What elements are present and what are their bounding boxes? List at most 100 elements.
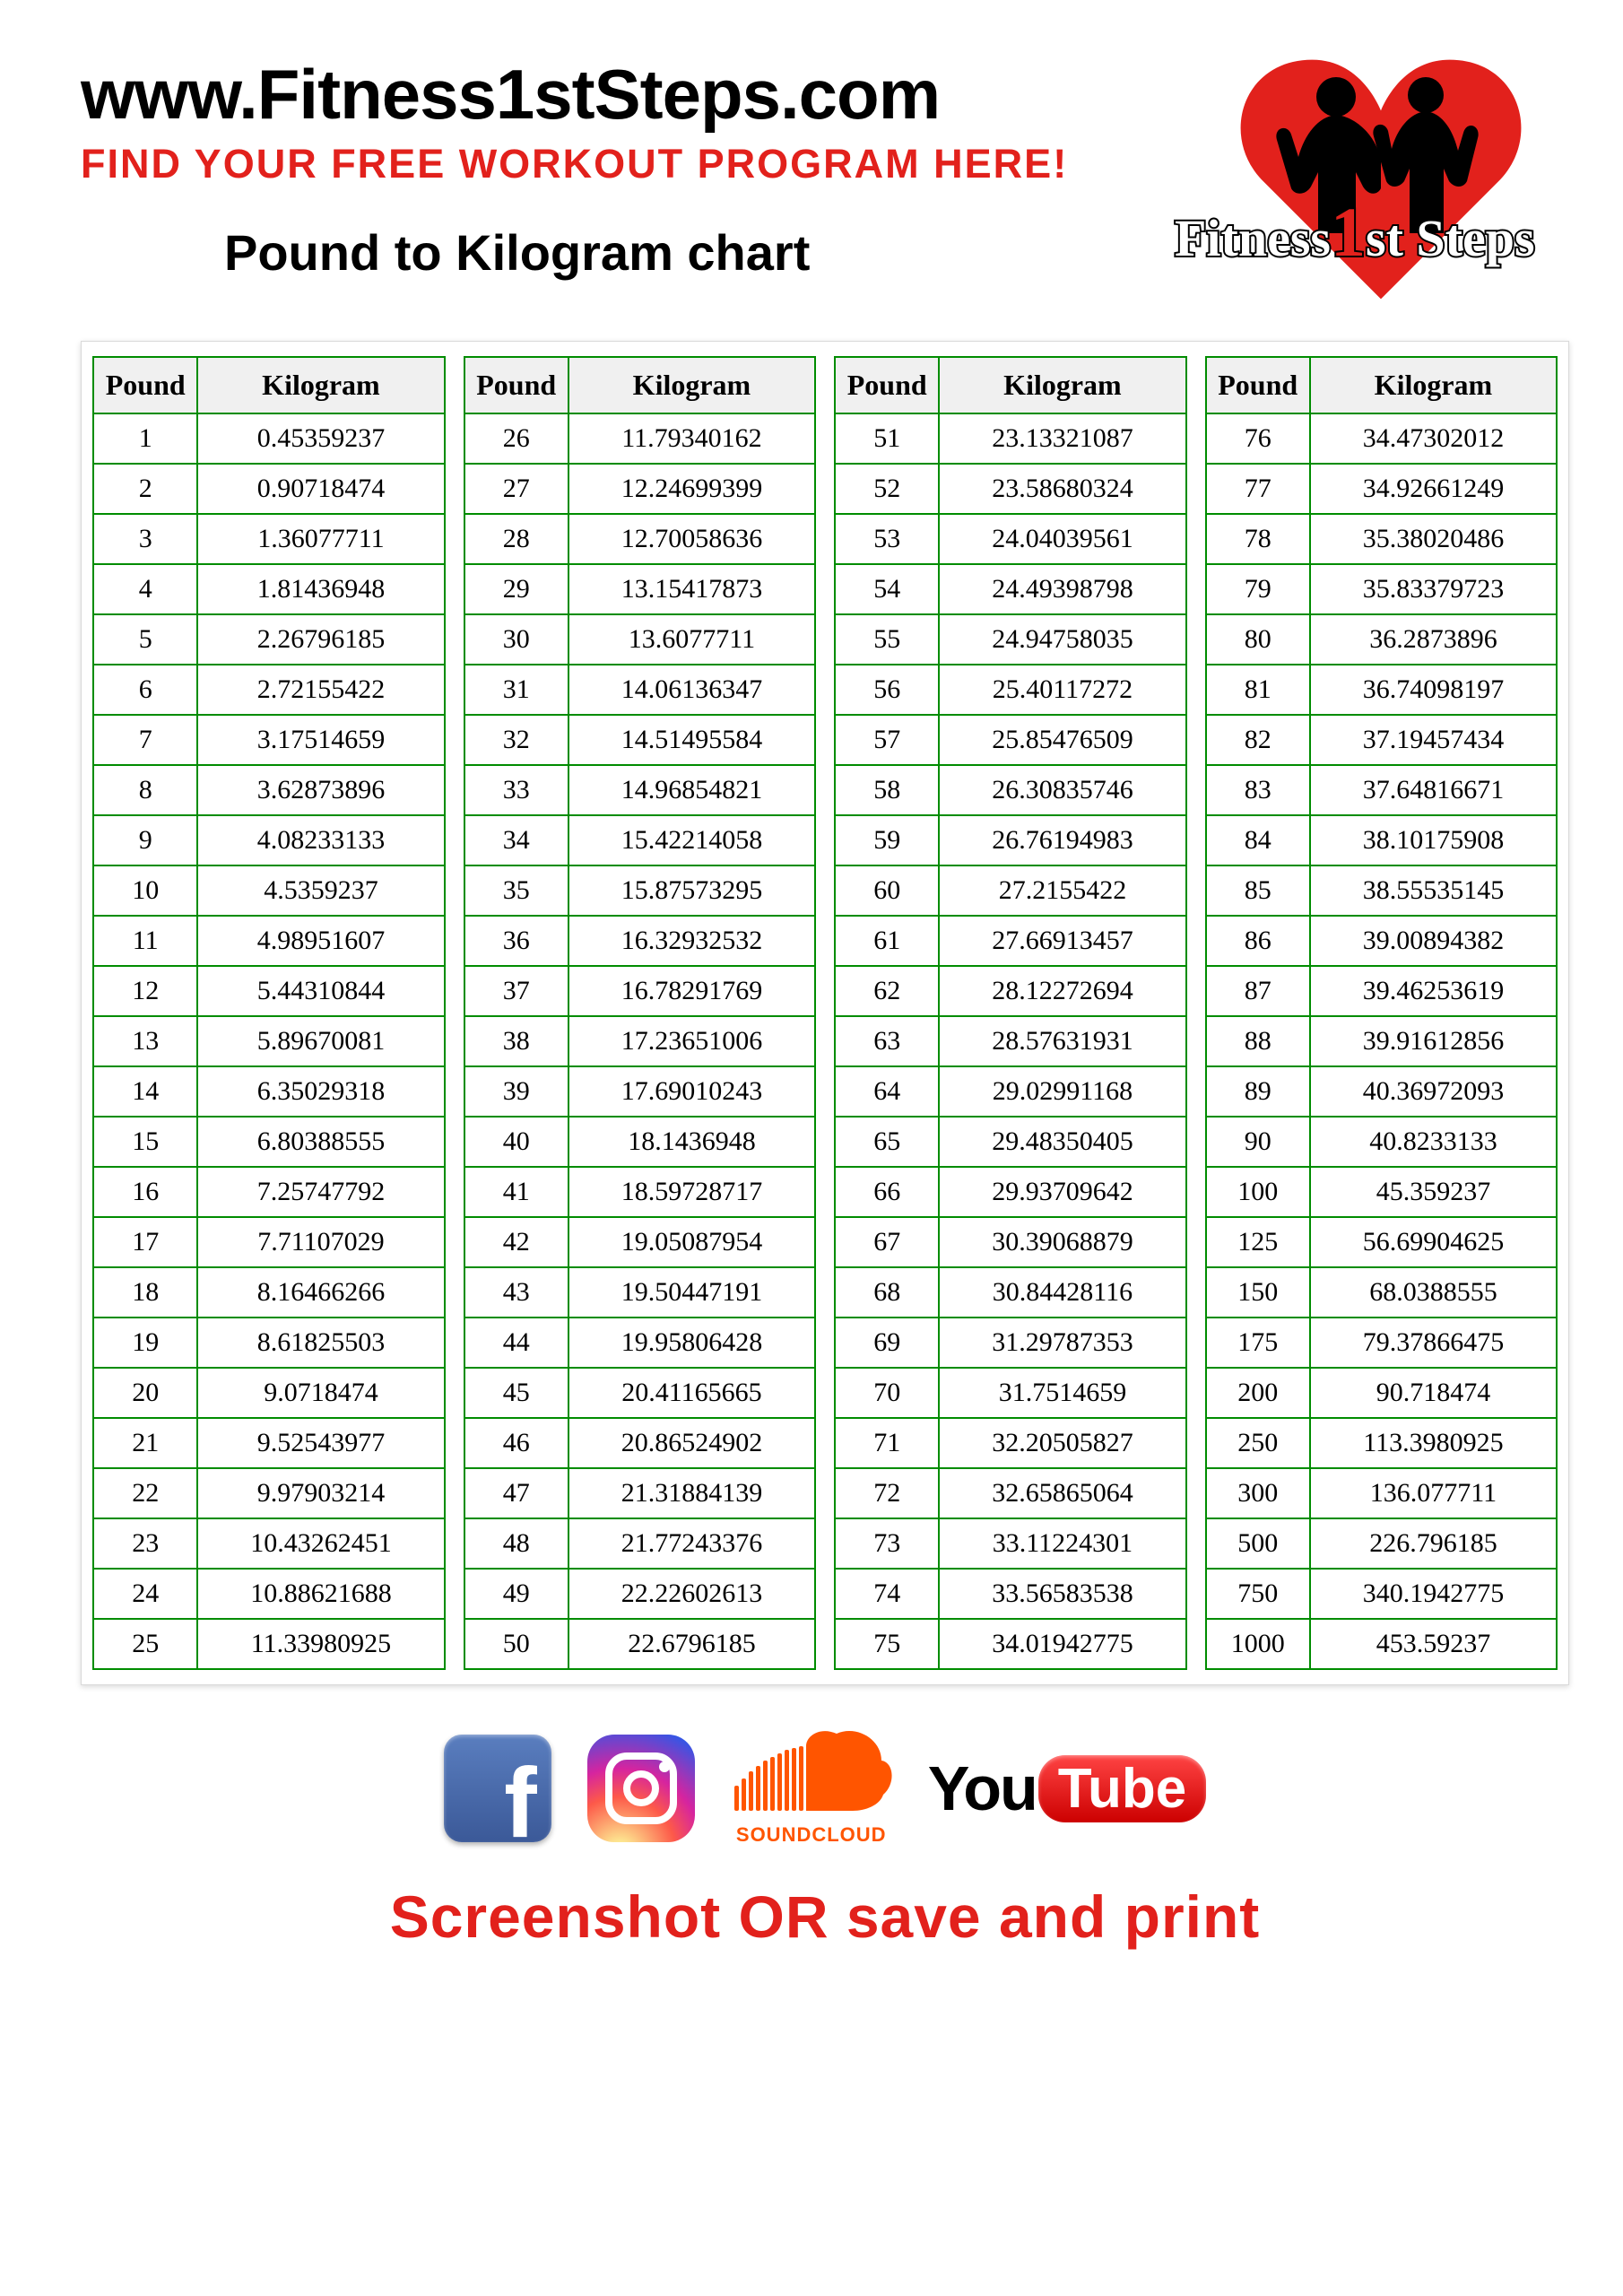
cell-pound: 80 xyxy=(1206,614,1310,665)
cell-kilogram: 23.58680324 xyxy=(939,464,1185,514)
cell-kilogram: 22.22602613 xyxy=(568,1569,815,1619)
cell-pound: 11 xyxy=(93,916,197,966)
cell-pound: 67 xyxy=(835,1217,939,1267)
table-row: 156.80388555 xyxy=(93,1117,445,1167)
table-row: 1000453.59237 xyxy=(1206,1619,1558,1669)
table-row: 7433.56583538 xyxy=(835,1569,1186,1619)
cell-kilogram: 40.8233133 xyxy=(1310,1117,1557,1167)
table-row: 8438.10175908 xyxy=(1206,815,1558,865)
table-row: 3214.51495584 xyxy=(464,715,816,765)
cell-kilogram: 1.81436948 xyxy=(197,564,444,614)
cell-kilogram: 38.10175908 xyxy=(1310,815,1557,865)
cell-pound: 30 xyxy=(464,614,568,665)
table-row: 17579.37866475 xyxy=(1206,1318,1558,1368)
table-row: 62.72155422 xyxy=(93,665,445,715)
table-row: 9040.8233133 xyxy=(1206,1117,1558,1167)
table-row: 6429.02991168 xyxy=(835,1066,1186,1117)
table-row: 219.52543977 xyxy=(93,1418,445,1468)
cell-pound: 52 xyxy=(835,464,939,514)
facebook-icon[interactable] xyxy=(444,1735,551,1842)
cell-kilogram: 14.96854821 xyxy=(568,765,815,815)
cell-pound: 79 xyxy=(1206,564,1310,614)
cell-kilogram: 33.11224301 xyxy=(939,1518,1185,1569)
cell-pound: 7 xyxy=(93,715,197,765)
table-row: 3917.69010243 xyxy=(464,1066,816,1117)
table-row: 10.45359237 xyxy=(93,413,445,464)
footer: SOUNDCLOUD You Tube Screenshot OR save a… xyxy=(81,1730,1569,1951)
table-row: 8839.91612856 xyxy=(1206,1016,1558,1066)
cell-kilogram: 27.66913457 xyxy=(939,916,1185,966)
cell-kilogram: 45.359237 xyxy=(1310,1167,1557,1217)
table-row: 6730.39068879 xyxy=(835,1217,1186,1267)
cell-pound: 33 xyxy=(464,765,568,815)
cell-pound: 55 xyxy=(835,614,939,665)
cell-kilogram: 25.40117272 xyxy=(939,665,1185,715)
table-row: 5725.85476509 xyxy=(835,715,1186,765)
cell-kilogram: 30.39068879 xyxy=(939,1217,1185,1267)
table-row: 500226.796185 xyxy=(1206,1518,1558,1569)
cell-pound: 43 xyxy=(464,1267,568,1318)
table-row: 20.90718474 xyxy=(93,464,445,514)
cell-pound: 53 xyxy=(835,514,939,564)
cell-kilogram: 3.17514659 xyxy=(197,715,444,765)
table-row: 167.25747792 xyxy=(93,1167,445,1217)
table-row: 6830.84428116 xyxy=(835,1267,1186,1318)
cell-kilogram: 17.69010243 xyxy=(568,1066,815,1117)
tagline: FIND YOUR FREE WORKOUT PROGRAM HERE! xyxy=(81,141,1184,187)
cell-pound: 250 xyxy=(1206,1418,1310,1468)
cell-kilogram: 4.08233133 xyxy=(197,815,444,865)
cell-kilogram: 18.1436948 xyxy=(568,1117,815,1167)
cell-kilogram: 28.12272694 xyxy=(939,966,1185,1016)
table-row: 3314.96854821 xyxy=(464,765,816,815)
table-row: 94.08233133 xyxy=(93,815,445,865)
cell-pound: 25 xyxy=(93,1619,197,1669)
youtube-icon[interactable]: You Tube xyxy=(928,1752,1207,1824)
table-row: 15068.0388555 xyxy=(1206,1267,1558,1318)
table-row: 4018.1436948 xyxy=(464,1117,816,1167)
cell-pound: 32 xyxy=(464,715,568,765)
table-row: 8136.74098197 xyxy=(1206,665,1558,715)
header: www.Fitness1stSteps.com FIND YOUR FREE W… xyxy=(81,54,1569,314)
cell-pound: 300 xyxy=(1206,1468,1310,1518)
cell-kilogram: 2.26796185 xyxy=(197,614,444,665)
table-row: 6027.2155422 xyxy=(835,865,1186,916)
cell-kilogram: 90.718474 xyxy=(1310,1368,1557,1418)
cell-pound: 31 xyxy=(464,665,568,715)
header-pound: Pound xyxy=(464,357,568,413)
cell-pound: 21 xyxy=(93,1418,197,1468)
cell-pound: 500 xyxy=(1206,1518,1310,1569)
cell-kilogram: 0.90718474 xyxy=(197,464,444,514)
instagram-icon[interactable] xyxy=(587,1735,695,1842)
cell-pound: 50 xyxy=(464,1619,568,1669)
table-row: 2410.88621688 xyxy=(93,1569,445,1619)
cell-kilogram: 26.30835746 xyxy=(939,765,1185,815)
cell-kilogram: 31.7514659 xyxy=(939,1368,1185,1418)
cell-pound: 56 xyxy=(835,665,939,715)
cell-kilogram: 40.36972093 xyxy=(1310,1066,1557,1117)
cell-pound: 78 xyxy=(1206,514,1310,564)
conversion-tables: PoundKilogram10.4535923720.9071847431.36… xyxy=(81,341,1569,1685)
cell-kilogram: 6.35029318 xyxy=(197,1066,444,1117)
table-row: 7232.65865064 xyxy=(835,1468,1186,1518)
cell-kilogram: 19.50447191 xyxy=(568,1267,815,1318)
table-row: 146.35029318 xyxy=(93,1066,445,1117)
table-row: 300136.077711 xyxy=(1206,1468,1558,1518)
soundcloud-icon[interactable]: SOUNDCLOUD xyxy=(731,1730,892,1847)
cell-pound: 24 xyxy=(93,1569,197,1619)
cell-kilogram: 39.91612856 xyxy=(1310,1016,1557,1066)
cell-pound: 12 xyxy=(93,966,197,1016)
cell-pound: 63 xyxy=(835,1016,939,1066)
cell-kilogram: 22.6796185 xyxy=(568,1619,815,1669)
header-pound: Pound xyxy=(835,357,939,413)
cell-pound: 47 xyxy=(464,1468,568,1518)
cell-kilogram: 136.077711 xyxy=(1310,1468,1557,1518)
logo-text-fitness: Fitness xyxy=(1175,209,1331,267)
conversion-table-col-1: PoundKilogram10.4535923720.9071847431.36… xyxy=(92,356,446,1670)
cell-kilogram: 37.64816671 xyxy=(1310,765,1557,815)
cell-pound: 77 xyxy=(1206,464,1310,514)
table-row: 2812.70058636 xyxy=(464,514,816,564)
cell-kilogram: 6.80388555 xyxy=(197,1117,444,1167)
header-kilogram: Kilogram xyxy=(568,357,815,413)
table-row: 6127.66913457 xyxy=(835,916,1186,966)
cell-pound: 1000 xyxy=(1206,1619,1310,1669)
